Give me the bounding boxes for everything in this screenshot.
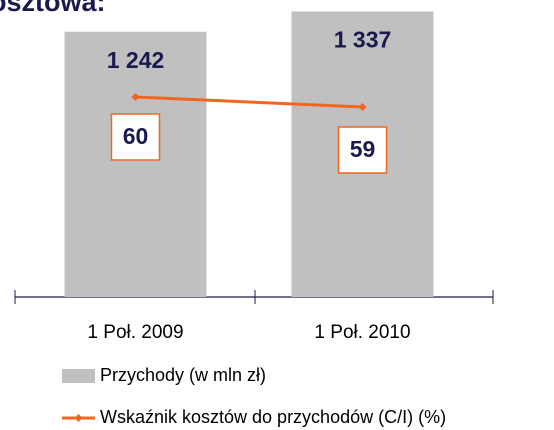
line xyxy=(135,95,363,109)
legend-label: Wskaźnik kosztów do przychodów (C/I) (%) xyxy=(100,407,446,427)
bar-value-label: 1 337 xyxy=(334,27,392,53)
chart-title: osztowa: xyxy=(0,0,106,17)
legend-marker xyxy=(74,414,83,422)
line-label-box xyxy=(337,126,388,174)
bar xyxy=(64,31,207,297)
line-label-box xyxy=(110,113,161,161)
line-marker xyxy=(358,103,367,111)
x-tick-label: 1 Poł. 2010 xyxy=(314,322,410,343)
bar-value-label: 1 242 xyxy=(107,47,165,73)
line-marker xyxy=(131,93,140,101)
x-tick-label: 1 Poł. 2009 xyxy=(87,322,183,343)
legend-swatch xyxy=(62,369,95,383)
line-value-label: 60 xyxy=(123,123,149,149)
legend-label: Przychody (w mln zł) xyxy=(100,365,266,385)
line-value-label: 59 xyxy=(350,136,376,162)
